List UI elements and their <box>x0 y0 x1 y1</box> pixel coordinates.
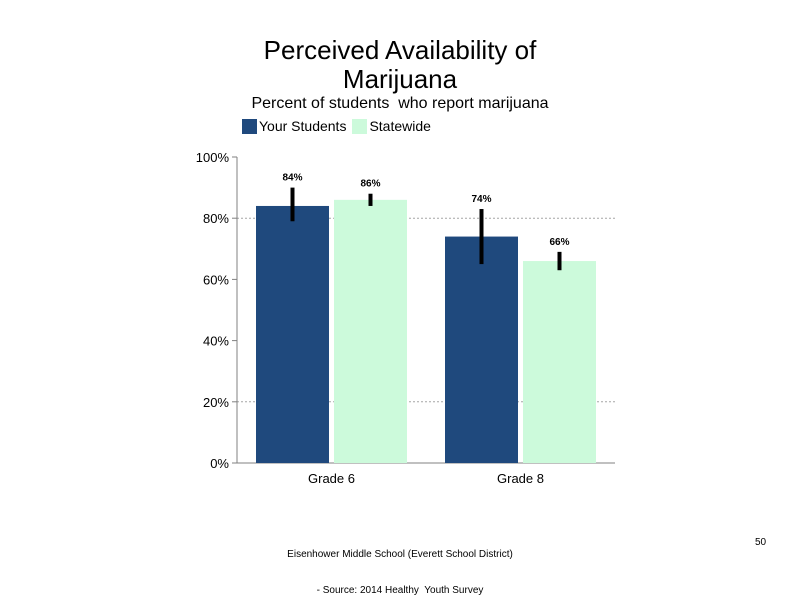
footer-survey: - Source: 2014 Healthy Youth Survey <box>316 585 484 596</box>
chart-title-line-2: Marijuana <box>342 64 458 94</box>
bar-statewide-0 <box>334 199 407 463</box>
y-tick-label: 40% <box>203 334 229 349</box>
y-tick-label: 100% <box>196 150 230 165</box>
legend-item-statewide: Statewide <box>352 118 431 134</box>
chart-subtitle: Percent of students who report marijuana <box>251 95 549 112</box>
legend-label-your-students: Your Students <box>259 118 347 134</box>
y-tick-label: 20% <box>203 395 229 410</box>
data-label-your-students-0: 84% <box>282 173 302 184</box>
x-tick-label: Grade 8 <box>497 471 544 486</box>
x-tick-label: Grade 6 <box>308 471 355 486</box>
data-label-statewide-0: 86% <box>360 179 380 190</box>
legend-swatch-your-students <box>242 118 257 134</box>
y-tick-label: 60% <box>203 272 229 287</box>
bar-your-students-0 <box>256 205 329 463</box>
y-tick-label: 80% <box>203 211 229 226</box>
bar-your-students-1 <box>445 236 518 463</box>
legend-label-statewide: Statewide <box>369 118 431 134</box>
legend-swatch-statewide <box>352 118 368 134</box>
footer-source: Eisenhower Middle School (Everett School… <box>250 525 550 609</box>
footer-school: Eisenhower Middle School (Everett School… <box>287 549 513 560</box>
chart-title-line-1: Perceived Availability of <box>263 35 537 65</box>
chart-legend: Your Students Statewide <box>242 118 437 134</box>
data-label-statewide-1: 66% <box>549 237 569 248</box>
y-tick-label: 0% <box>210 456 229 471</box>
legend-item-your-students: Your Students <box>242 118 346 134</box>
data-label-your-students-1: 74% <box>471 194 491 205</box>
chart-title: Perceived Availability of Marijuana <box>200 36 600 94</box>
page-number: 50 <box>755 537 767 548</box>
bar-statewide-1 <box>523 261 596 463</box>
bar-chart: 0% 20% 40% 60% 80% 100% 84% 86% Grade 6 74% 66% Gra… <box>196 150 615 486</box>
